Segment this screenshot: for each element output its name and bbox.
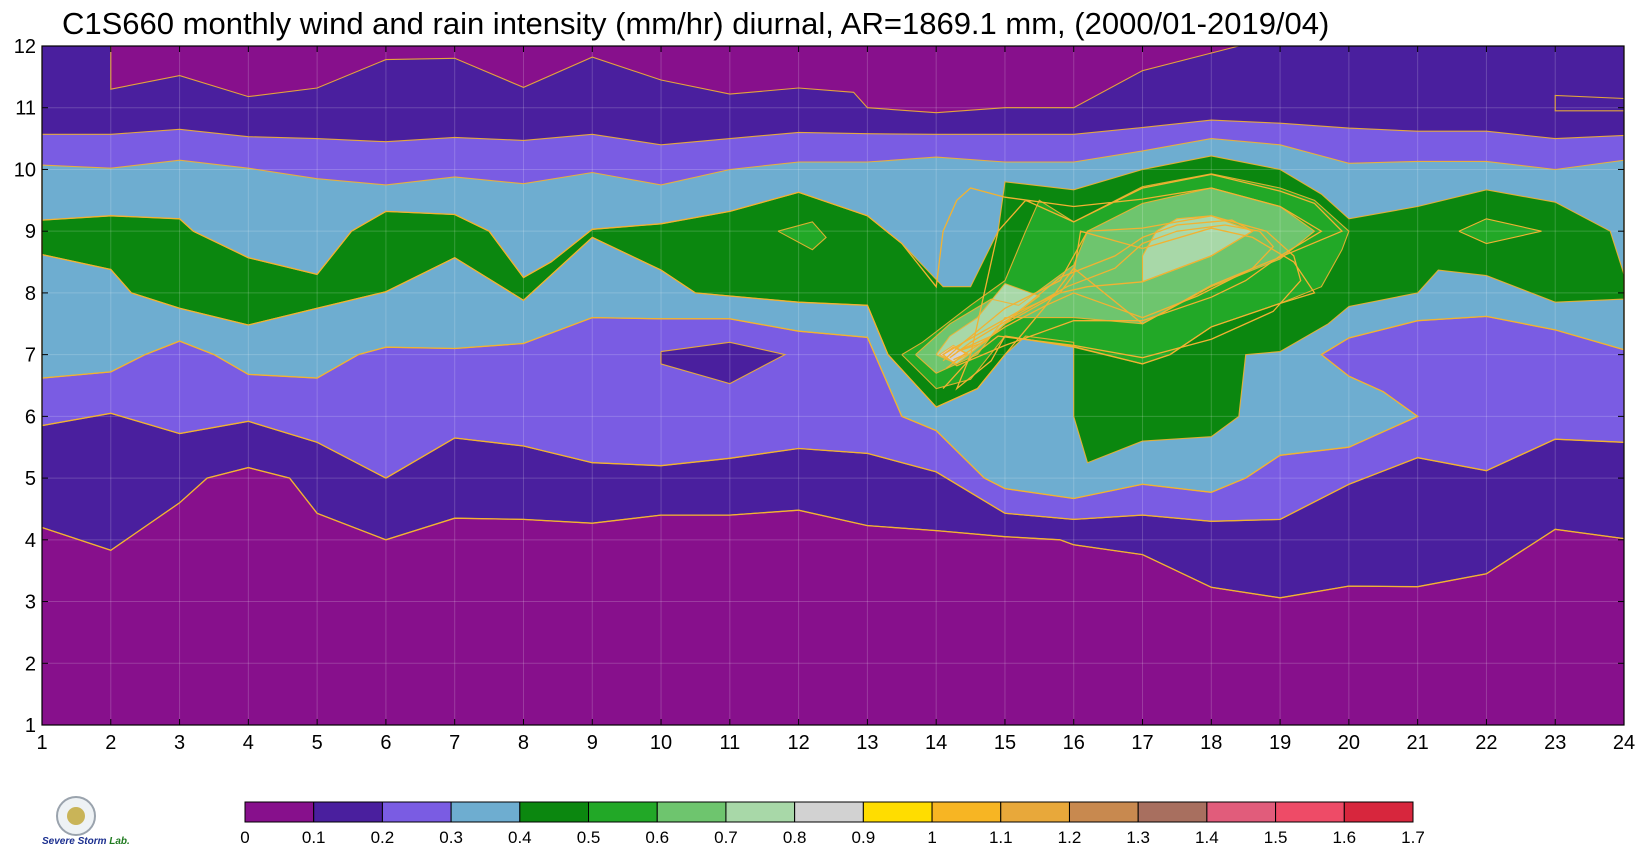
y-tick-label: 7 [25, 345, 36, 367]
plot-frame [41, 45, 1625, 726]
colorbar-tick-label: 1.1 [989, 828, 1013, 847]
colorbar-swatch [1206, 801, 1277, 823]
x-tick-label: 14 [925, 732, 947, 754]
colorbar-swatch [244, 801, 315, 823]
plot-area [42, 46, 1624, 725]
colorbar-swatch [1137, 801, 1208, 823]
contour-outline-0.7-0.8 [935, 282, 1041, 365]
contour-line-0.5 [942, 215, 1302, 390]
colorbar-tick-label: 1.7 [1401, 828, 1425, 847]
band-0.7-0.8-b [1142, 215, 1253, 282]
colorbar-swatch [931, 801, 1002, 823]
colorbar-tick-label: 0.9 [852, 828, 876, 847]
colorbar-swatch [588, 801, 658, 823]
colorbar-swatch [794, 801, 864, 823]
colorbar-tick-label: 0.2 [371, 828, 395, 847]
x-tick-label: 17 [1131, 732, 1153, 754]
x-tick-label: 6 [380, 732, 391, 754]
y-tick-label: 9 [25, 221, 36, 243]
contour-outline-0.7-0.8-b [1141, 215, 1254, 283]
colorbar-tick-label: 0.7 [714, 828, 738, 847]
x-tick-label: 20 [1338, 732, 1360, 754]
contour-lines [41, 45, 1625, 599]
x-tick-label: 2 [105, 732, 116, 754]
x-tick-label: 19 [1269, 732, 1291, 754]
y-tick-label: 10 [14, 159, 36, 181]
colorbar: 0 0.1 0.2 0.3 0.4 0.5 0.6 0.7 0.8 0.9 1 1.1 1.2 1.3 1.… [240, 801, 1425, 847]
colorbar-tick-label: 0.8 [783, 828, 807, 847]
x-tick-label: 15 [994, 732, 1016, 754]
x-tick-label: 11 [719, 732, 740, 754]
colorbar-swatch [519, 801, 590, 823]
band-small-0.5-islands [778, 221, 827, 250]
colorbar-swatch [1275, 801, 1345, 823]
x-tick-label: 5 [312, 732, 323, 754]
colorbar-swatch [862, 801, 933, 823]
x-tick-label: 1 [36, 732, 47, 754]
colorbar-tick-label: 1.2 [1058, 828, 1082, 847]
lab-logo-text: Severe Storm Lab. [42, 836, 130, 847]
contour-outline-0.6-0.7 [915, 187, 1316, 374]
colorbar-tick-label: 1 [927, 828, 936, 847]
y-tick-label: 4 [25, 530, 36, 552]
y-tick-label: 5 [25, 468, 36, 490]
colorbar-tick-label: 0.3 [439, 828, 463, 847]
x-tick-label: 13 [856, 732, 878, 754]
x-tick-label: 4 [243, 732, 254, 754]
colorbar-tick-label: 0 [240, 828, 249, 847]
x-tick-label: 8 [518, 732, 529, 754]
y-tick-label: 6 [25, 406, 36, 428]
contour-outline-0.3-0.4 [41, 138, 1625, 500]
y-tick-label: 2 [25, 653, 36, 675]
colorbar-tick-label: 1.4 [1195, 828, 1219, 847]
x-axis-ticks: 1 2 3 4 5 6 7 8 9 10 11 12 13 14 15 16 17 18 19 20 21 22 23 24 [36, 46, 1635, 754]
colorbar-tick-label: 1.5 [1264, 828, 1288, 847]
x-tick-label: 9 [587, 732, 598, 754]
band-small-0.2-islands [661, 342, 785, 384]
x-tick-label: 12 [787, 732, 809, 754]
y-tick-label: 3 [25, 592, 36, 614]
band-small-0.5-islands-b [1458, 218, 1542, 244]
x-tick-label: 10 [650, 732, 672, 754]
contour-outline-small-0.5-islands [777, 221, 827, 251]
colorbar-tick-label: 0.1 [302, 828, 326, 847]
colorbar-swatch [381, 801, 452, 823]
x-tick-label: 22 [1475, 732, 1497, 754]
colorbar-swatch [313, 801, 383, 823]
colorbar-tick-label: 1.3 [1126, 828, 1150, 847]
colorbar-tick-label: 0.6 [645, 828, 669, 847]
colorbar-tick-label: 1.6 [1332, 828, 1356, 847]
colorbar-swatch [450, 801, 521, 823]
colorbar-swatch [1068, 801, 1139, 823]
chart-title: C1S660 monthly wind and rain intensity (… [62, 6, 1330, 41]
colorbar-tick-label: 0.5 [577, 828, 601, 847]
y-tick-label: 8 [25, 283, 36, 305]
colorbar-swatch [656, 801, 727, 823]
contour-line-0.6 [946, 224, 1275, 369]
x-tick-label: 21 [1407, 732, 1429, 754]
y-tick-label: 1 [25, 715, 36, 737]
y-tick-label: 11 [15, 98, 36, 120]
x-tick-label: 18 [1200, 732, 1222, 754]
contour-outline-small-0.5-islands-b [1458, 218, 1542, 245]
x-tick-label: 24 [1613, 732, 1635, 754]
contour-outline-small-0.2-islands [660, 341, 787, 385]
contour-outline-0.8-0.9 [938, 344, 969, 363]
x-tick-label: 16 [1063, 732, 1085, 754]
lab-logo: Severe Storm Lab. [40, 796, 130, 858]
colorbar-tick-label: 0.4 [508, 828, 532, 847]
x-tick-label: 3 [174, 732, 185, 754]
colorbar-swatch [1000, 801, 1070, 823]
x-tick-label: 7 [449, 732, 460, 754]
y-tick-label: 12 [14, 36, 36, 58]
seal-icon [56, 796, 96, 836]
contour-outline-0.5-0.6 [901, 173, 1350, 390]
colorbar-swatch [725, 801, 796, 823]
x-tick-label: 23 [1544, 732, 1566, 754]
colorbar-swatch [1343, 801, 1414, 823]
